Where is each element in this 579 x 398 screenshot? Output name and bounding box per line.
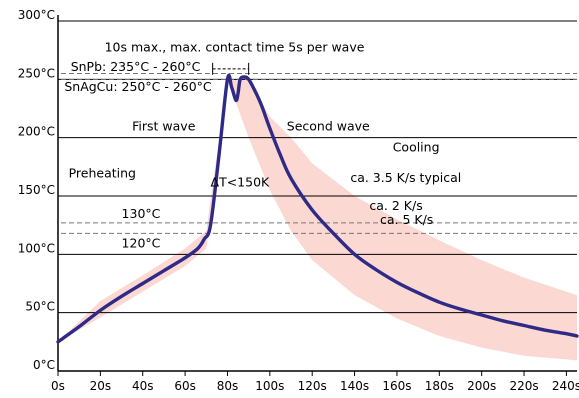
annotation-label: 120°C <box>122 235 161 250</box>
x-tick-label: 180s <box>425 379 454 393</box>
x-tick-label: 200s <box>467 379 496 393</box>
x-tick-label: 160s <box>382 379 411 393</box>
curve-layer <box>56 73 579 344</box>
y-tick-label: 150°C <box>18 183 55 197</box>
annotation-label: 10s max., max. contact time 5s per wave <box>105 39 365 54</box>
annotation-label: First wave <box>132 119 196 134</box>
y-tick-label: 300°C <box>18 8 55 22</box>
annotation-label: SnAgCu: 250°C - 260°C <box>64 79 212 94</box>
annotation-label: 130°C <box>122 206 161 221</box>
axes-layer: 0°C 50°C 100°C 150°C 200°C 250°C 300°C 0s 20s 40s… <box>18 8 579 393</box>
annotation-label: SnPb: 235°C - 260°C <box>71 59 201 74</box>
x-tick-label: 220s <box>509 379 538 393</box>
y-tick-label: 200°C <box>18 125 55 139</box>
annotation-label: ΔT<150K <box>211 175 271 190</box>
annotations-layer: 10s max., max. contact time 5s per wave S… <box>64 39 461 250</box>
annotation-label: Second wave <box>287 119 370 134</box>
annotation-label: ca. 5 K/s <box>380 212 433 227</box>
x-tick-label: 140s <box>340 379 369 393</box>
temperature-curve-0 <box>56 73 579 344</box>
y-tick-label: 50°C <box>25 300 55 314</box>
x-tick-label: 40s <box>132 379 154 393</box>
x-tick-label: 80s <box>217 379 239 393</box>
x-tick-label: 240s <box>552 379 579 393</box>
x-tick-label: 20s <box>90 379 112 393</box>
annotation-label: ca. 2 K/s <box>369 198 422 213</box>
x-tick-label: 60s <box>174 379 196 393</box>
y-tick-label: 250°C <box>18 66 55 80</box>
reference-lines-layer <box>61 62 577 234</box>
annotation-label: ca. 3.5 K/s typical <box>350 170 461 185</box>
annotation-label: Cooling <box>393 140 440 155</box>
annotation-label: Preheating <box>69 165 136 180</box>
tolerance-band-0 <box>58 79 577 361</box>
y-tick-label: 100°C <box>18 241 55 255</box>
x-tick-label: 100s <box>255 379 284 393</box>
x-tick-label: 120s <box>298 379 327 393</box>
tolerance-band-layer <box>58 79 577 361</box>
x-tick-label: 0s <box>51 379 65 393</box>
y-tick-label: 0°C <box>33 358 55 372</box>
